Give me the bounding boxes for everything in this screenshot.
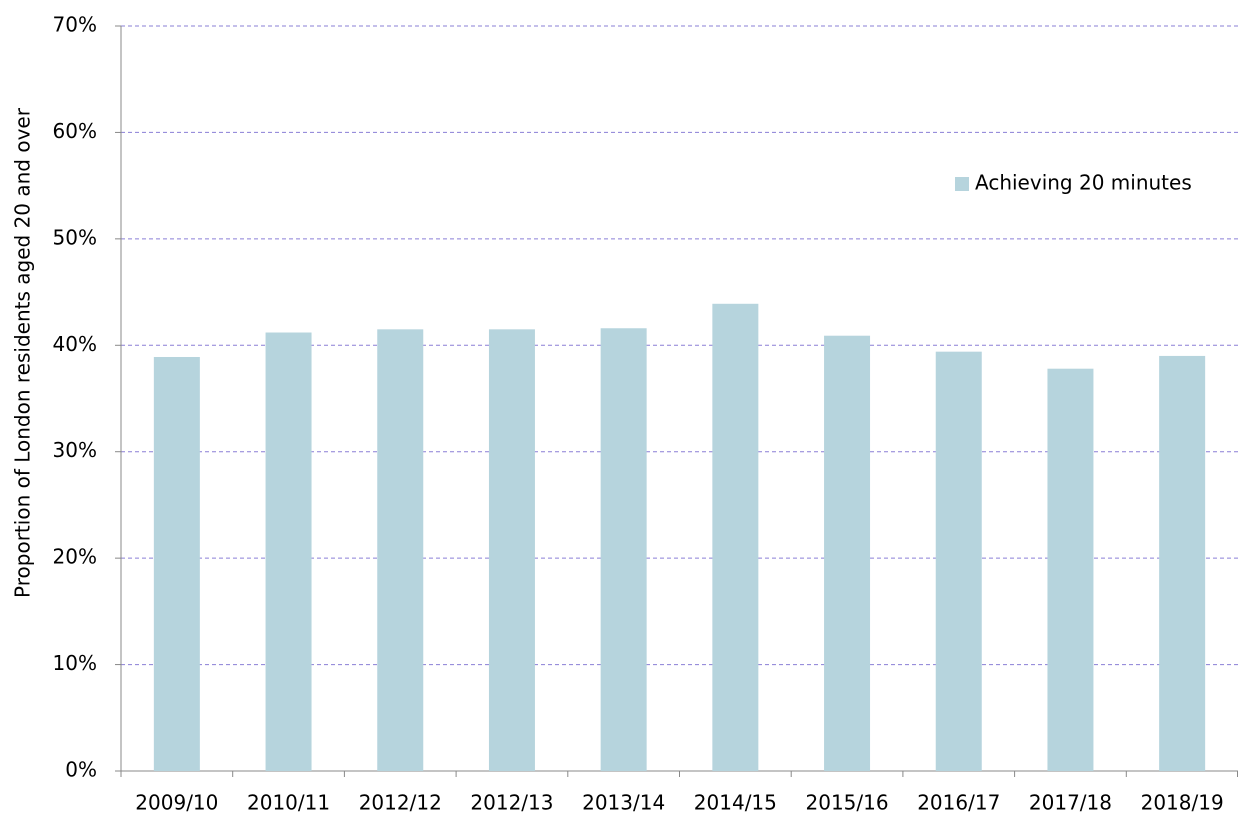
x-tick-label: 2016/17 [917,791,1000,815]
x-tick-label: 2014/15 [694,791,777,815]
y-tick-label: 10% [53,651,97,675]
x-tick-label: 2017/18 [1029,791,1112,815]
y-tick-label: 60% [53,119,97,143]
x-tick-label: 2009/10 [135,791,218,815]
bar [488,329,535,771]
legend-swatch [955,177,969,191]
y-tick-label: 50% [53,225,97,249]
y-tick-label: 30% [53,438,97,462]
bar [1047,368,1094,771]
bar [153,356,200,771]
x-tick-label: 2015/16 [806,791,889,815]
bar [265,332,312,771]
x-tick-label: 2012/13 [470,791,553,815]
y-tick-label: 20% [53,545,97,569]
bar [712,303,759,771]
y-tick-label: 40% [53,332,97,356]
x-tick-label: 2018/19 [1141,791,1224,815]
x-tick-label: 2012/12 [359,791,442,815]
legend-label: Achieving 20 minutes [975,171,1192,195]
x-tick-label: 2013/14 [582,791,665,815]
x-tick-label: 2010/11 [247,791,330,815]
y-axis-label: Proportion of London residents aged 20 a… [11,107,35,598]
y-tick-label: 0% [65,758,97,782]
bar [600,328,647,771]
bar [935,351,982,771]
bar [377,329,424,771]
y-tick-label: 70% [53,13,97,37]
bar [1159,355,1206,771]
bar [824,335,871,771]
